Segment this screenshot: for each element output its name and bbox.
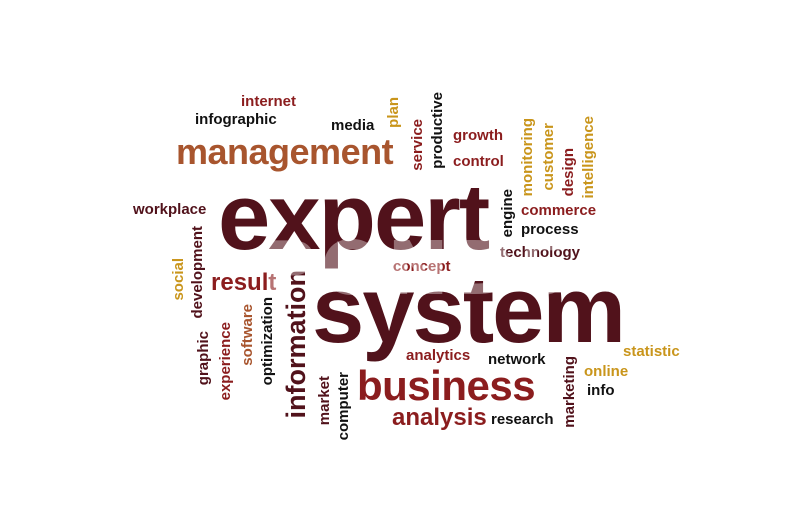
word-customer: customer: [540, 123, 557, 191]
word-development: development: [189, 226, 206, 319]
word-computer: computer: [335, 372, 352, 441]
word-result: result: [211, 269, 277, 296]
word-marketing: marketing: [561, 356, 578, 428]
word-technology: technology: [500, 244, 581, 261]
word-experience: experience: [217, 322, 234, 401]
word-productive: productive: [429, 92, 446, 169]
word-service: service: [409, 119, 426, 171]
word-info: info: [587, 382, 615, 399]
word-control: control: [453, 153, 504, 170]
word-workplace: workplace: [133, 201, 207, 218]
word-business: business: [357, 362, 536, 409]
word-analytics: analytics: [406, 347, 471, 364]
word-media: media: [331, 117, 375, 134]
word-design: design: [560, 148, 577, 197]
word-management: management: [176, 131, 394, 172]
word-statistic: statistic: [623, 343, 680, 360]
word-process: process: [521, 221, 579, 238]
word-network: network: [488, 351, 546, 368]
word-software: software: [239, 304, 256, 366]
word-system: system: [312, 257, 626, 362]
word-intelligence: intelligence: [580, 116, 597, 199]
watermark: POND5: [262, 226, 574, 312]
word-plan: plan: [385, 97, 402, 128]
word-infographic: infographic: [195, 111, 277, 128]
word-market: market: [316, 376, 333, 426]
word-growth: growth: [453, 127, 503, 144]
word-online: online: [584, 363, 629, 380]
word-expert: expert: [218, 164, 490, 269]
word-research: research: [491, 411, 554, 428]
word-internet: internet: [241, 93, 297, 110]
word-analysis: analysis: [392, 404, 487, 431]
word-graphic: graphic: [195, 331, 212, 386]
word-commerce: commerce: [521, 202, 597, 219]
word-social: social: [170, 258, 187, 301]
word-monitoring: monitoring: [519, 118, 536, 197]
word-concept: concept: [393, 258, 451, 275]
